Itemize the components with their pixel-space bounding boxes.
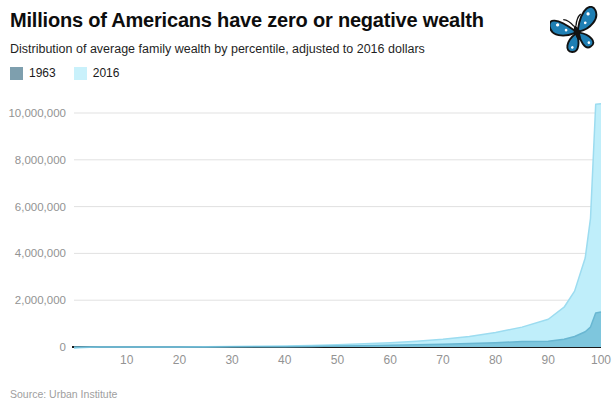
legend-swatch-1963 xyxy=(10,67,23,80)
chart-canvas[interactable]: 0 2,000,000 4,000,000 6,000,000 8,000,000 10,… xyxy=(0,100,616,377)
y-tick-label: 2,000,000 xyxy=(15,294,66,306)
x-tick-label: 80 xyxy=(489,353,503,367)
x-tick-label: 10 xyxy=(120,353,134,367)
x-tick-label: 60 xyxy=(384,353,398,367)
x-tick-label: 20 xyxy=(173,353,187,367)
legend-item-2016: 2016 xyxy=(74,66,120,80)
legend-label-2016: 2016 xyxy=(93,66,120,80)
y-tick-label: 0 xyxy=(60,341,66,353)
x-tick-label: 100 xyxy=(591,353,611,367)
x-tick-label: 70 xyxy=(436,353,450,367)
x-tick-label: 90 xyxy=(542,353,556,367)
source-label: Source: Urban Institute xyxy=(10,388,117,400)
line-2016 xyxy=(74,104,601,349)
area-2016 xyxy=(74,104,601,349)
y-tick-label: 8,000,000 xyxy=(15,154,66,166)
x-tick-label: 40 xyxy=(278,353,292,367)
page-title: Millions of Americans have zero or negat… xyxy=(10,8,540,32)
x-tick-label: 30 xyxy=(225,353,239,367)
x-tick-label: 50 xyxy=(331,353,345,367)
legend-label-1963: 1963 xyxy=(29,66,56,80)
y-tick-label: 4,000,000 xyxy=(15,247,66,259)
chart-page: Millions of Americans have zero or negat… xyxy=(0,0,616,417)
y-tick-label: 6,000,000 xyxy=(15,201,66,213)
legend: 1963 2016 xyxy=(10,66,119,80)
chart-header: Millions of Americans have zero or negat… xyxy=(10,8,540,57)
legend-item-1963: 1963 xyxy=(10,66,56,80)
butterfly-logo xyxy=(550,6,604,58)
page-subtitle: Distribution of average family wealth by… xyxy=(10,41,540,57)
legend-swatch-2016 xyxy=(74,67,87,80)
y-tick-label: 10,000,000 xyxy=(8,107,66,119)
